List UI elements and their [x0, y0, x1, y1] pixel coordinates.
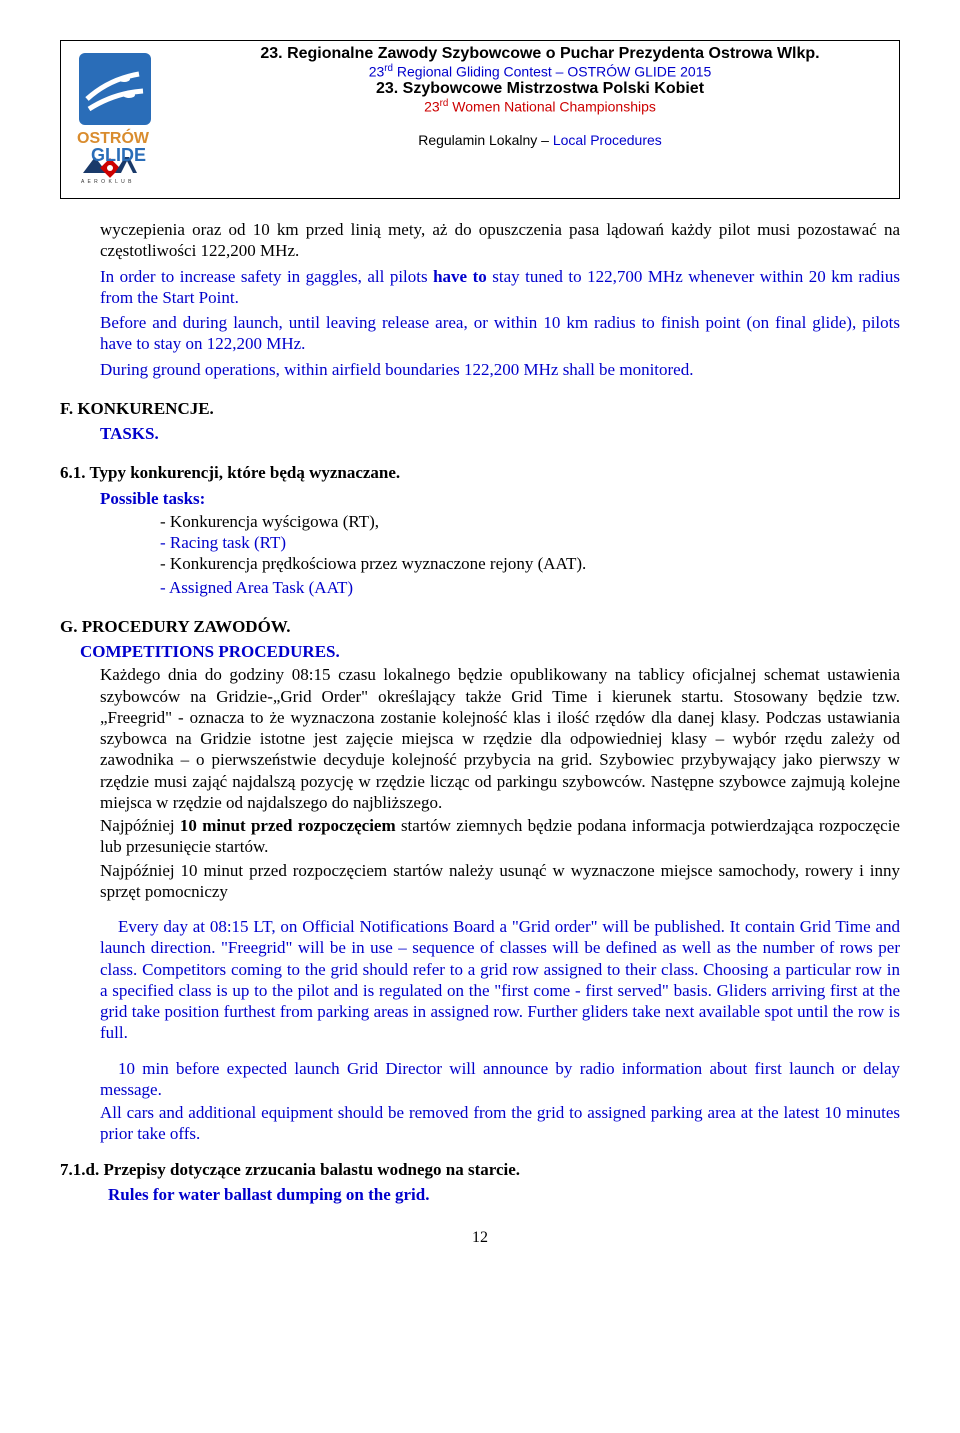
procedures-p6-en: All cars and additional equipment should…: [100, 1102, 900, 1145]
paragraph-3: Before and during launch, until leaving …: [100, 312, 900, 355]
header-title-3: 23. Szybowcowe Mistrzostwa Polski Kobiet: [189, 80, 891, 98]
section-g-heading: G. PROCEDURY ZAWODÓW.: [60, 616, 900, 637]
procedures-p5-en: 10 min before expected launch Grid Direc…: [100, 1058, 900, 1101]
svg-text:GLIDE: GLIDE: [91, 145, 146, 165]
header-title-1: 23. Regionalne Zawody Szybowcowe o Pucha…: [189, 45, 891, 63]
ostrow-glide-logo: OSTRÓW GLIDE: [69, 49, 179, 149]
header-subtitle: Regulamin Lokalny – Local Procedures: [189, 132, 891, 148]
section-7-1-d-heading-en: Rules for water ballast dumping on the g…: [108, 1184, 900, 1205]
task-item-2: Racing task (RT): [160, 532, 900, 553]
header-text: 23. Regionalne Zawody Szybowcowe o Pucha…: [189, 45, 891, 148]
task-item-3: Konkurencja prędkościowa przez wyznaczon…: [160, 553, 900, 574]
procedures-p4-en: Every day at 08:15 LT, on Official Notif…: [100, 916, 900, 1044]
paragraph-4: During ground operations, within airfiel…: [100, 359, 900, 380]
logo-column: OSTRÓW GLIDE A E R O K L U B: [69, 45, 189, 190]
header-title-4: 23rd Women National Championships: [189, 98, 891, 115]
page-number: 12: [60, 1229, 900, 1247]
procedures-p2: Najpóźniej 10 minut przed rozpoczęciem s…: [100, 815, 900, 858]
tasks-list: Konkurencja wyścigowa (RT), Racing task …: [160, 511, 900, 575]
section-f-heading-en: TASKS.: [100, 423, 900, 444]
section-g-heading-en: COMPETITIONS PROCEDURES.: [80, 641, 900, 662]
section-7-1-d-heading: 7.1.d. Przepisy dotyczące zrzucania bala…: [60, 1159, 900, 1180]
header-title-2: 23rd Regional Gliding Contest – OSTRÓW G…: [189, 63, 891, 80]
section-6-1-heading: 6.1. Typy konkurencji, które będą wyznac…: [60, 462, 900, 483]
section-6-1-heading-en: Possible tasks:: [100, 488, 900, 509]
procedures-p1: Każdego dnia do godziny 08:15 czasu loka…: [100, 664, 900, 813]
header-box: OSTRÓW GLIDE A E R O K L U B 23. Regiona…: [60, 40, 900, 199]
procedures-block: Każdego dnia do godziny 08:15 czasu loka…: [60, 664, 900, 1144]
section-f-heading: F. KONKURENCJE.: [60, 398, 900, 419]
content-body: wyczepienia oraz od 10 km przed linią me…: [60, 219, 900, 1205]
procedures-p3: Najpóźniej 10 minut przed rozpoczęciem s…: [100, 860, 900, 903]
task-item-1: Konkurencja wyścigowa (RT),: [160, 511, 900, 532]
page-container: OSTRÓW GLIDE A E R O K L U B 23. Regiona…: [0, 0, 960, 1287]
paragraph-2: In order to increase safety in gaggles, …: [100, 266, 900, 309]
svg-text:A E R O K L U B: A E R O K L U B: [81, 179, 133, 185]
paragraph-1: wyczepienia oraz od 10 km przed linią me…: [100, 219, 900, 262]
task-item-4: - Assigned Area Task (AAT): [160, 577, 900, 598]
